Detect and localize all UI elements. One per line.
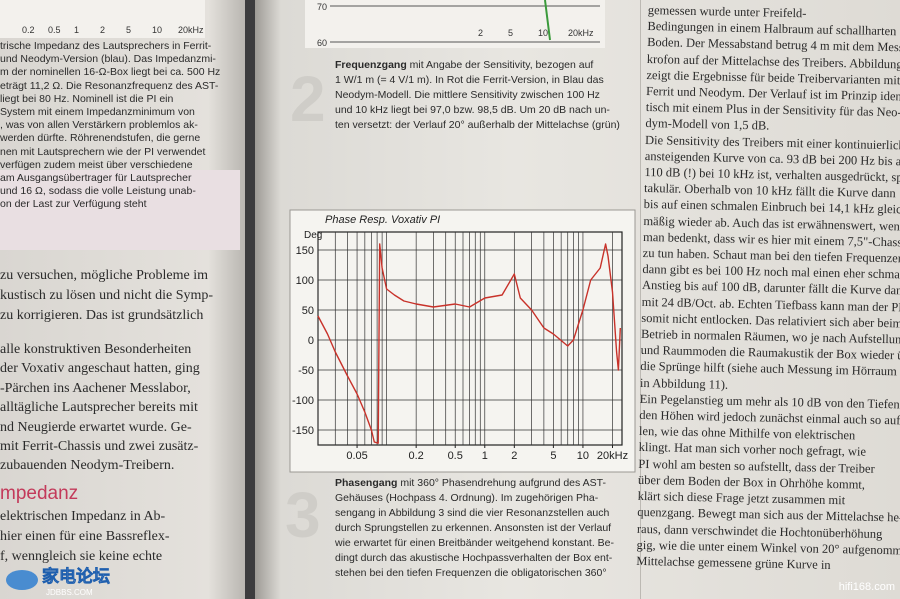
- left-page: [0, 0, 245, 599]
- text-line: Frequenzgang mit Angabe der Sensitivity,…: [335, 58, 620, 73]
- x-tick-label: 5: [508, 28, 513, 38]
- section-heading: mpedanz: [0, 483, 79, 504]
- text-line: f, wenngleich sie keine echte: [0, 549, 163, 564]
- body-text: alle konstruktiven Besonderheiten der Vox…: [0, 340, 200, 476]
- text-line: nd Neugierde erwartet wurde. Ge-: [0, 419, 192, 435]
- y-tick-label: 70: [317, 2, 327, 12]
- caption-lead: Frequenzgang: [335, 59, 407, 71]
- text-line: eträgt 11,2 Ω. Die Resonanzfrequenz des …: [0, 79, 219, 92]
- y-axis-label: Deg: [304, 230, 322, 241]
- text-line: zubauenden Neodym-Treibern.: [0, 458, 175, 474]
- column-rule: [640, 0, 641, 599]
- text-line: mit Angabe der Sensitivity, bezogen auf: [406, 59, 594, 71]
- axis-label: 2: [100, 25, 105, 35]
- y-tick-label: -100: [292, 395, 314, 407]
- x-tick-label: 0.2: [409, 450, 424, 462]
- text-line: durch Sprungstellen zu erkennen. Ansonst…: [335, 522, 612, 534]
- text-line: Phasengang mit 360° Phasendrehung aufgru…: [335, 476, 614, 491]
- text-line: -Pärchen ins Aachener Messlabor,: [0, 380, 191, 396]
- text-line: , was von allen Verstärkern problemlos a…: [0, 119, 198, 132]
- text-line: zu korrigieren. Das ist grundsätzlich: [0, 308, 204, 323]
- x-tick-label: 5: [550, 450, 556, 462]
- caption-lead: Phasengang: [335, 477, 398, 489]
- text-line: on der Last zur Verfügung steht: [0, 198, 147, 211]
- watermark: 家电论坛: [42, 566, 110, 586]
- figure-number: 2: [290, 63, 326, 135]
- axis-label: 5: [126, 25, 131, 35]
- text-line: und Neodym-Version (blau). Das Impedanzm…: [0, 53, 216, 66]
- watermark-logo: [6, 570, 38, 590]
- y-tick-label: 50: [302, 305, 314, 317]
- figure-1-box: [0, 0, 205, 38]
- figure-caption: Phasengang mit 360° Phasendrehung aufgru…: [335, 476, 614, 581]
- text-line: mit Ferrit-Chassis und zwei zusätz-: [0, 439, 199, 455]
- text-line: und 10 kHz liegt bei 97,0 bzw. 98,5 dB. …: [335, 104, 610, 116]
- axis-label: 0.2: [22, 25, 35, 35]
- text-line: ten versetzt: der Verlauf 20° außerhalb …: [335, 119, 620, 131]
- text-line: zu versuchen, mögliche Probleme im: [0, 268, 208, 283]
- x-tick-label: 20kHz: [597, 450, 628, 462]
- y-tick-label: -150: [292, 425, 314, 437]
- body-text: gemessen wurde unter Freifeld- Bedingunge…: [636, 2, 900, 575]
- y-tick-label: 100: [296, 275, 314, 287]
- axis-label: 20kHz: [178, 25, 204, 35]
- text-line: liegt bei 80 Hz. Nominell ist die PI ein: [0, 92, 174, 105]
- y-tick-label: 150: [296, 245, 314, 257]
- text-line: sengang in Abbildung 3 sind die vier Res…: [335, 507, 610, 519]
- caption: trische Impedanz des Lautsprechers in Fe…: [0, 40, 220, 212]
- text-line: hier einen für eine Bassreflex-: [0, 529, 170, 544]
- text-line: alle konstruktiven Besonderheiten: [0, 342, 192, 357]
- text-line: der Voxativ angeschaut hatten, ging: [0, 361, 200, 377]
- axis-label: 0.5: [48, 25, 61, 35]
- text-line: verfügen zudem meist über verschiedene: [0, 158, 193, 171]
- caption-band: [0, 170, 240, 250]
- y-tick-label: 0: [308, 335, 314, 347]
- x-tick-label: 1: [482, 450, 488, 462]
- y-tick-label: -50: [298, 365, 314, 377]
- x-tick-label: 10: [538, 28, 548, 38]
- text-line: System mit einem Impedanzminimum von: [0, 106, 195, 119]
- text-line: elektrischen Impedanz in Ab-: [0, 509, 166, 524]
- text-line: 1 W/1 m (= 4 V/1 m). In Rot die Ferrit-V…: [335, 74, 604, 86]
- watermark: hifi168.com: [839, 581, 895, 593]
- text-line: wie erwartet für einen Breitbänder weitg…: [335, 537, 614, 549]
- text-line: stehen bei den tiefen Frequenzen die obl…: [335, 567, 607, 579]
- body-text: zu versuchen, mögliche Probleme im kustis…: [0, 266, 213, 326]
- text-line: am Ausgangsübertrager für Lautsprecher: [0, 172, 192, 185]
- axis-label: 1: [74, 25, 79, 35]
- figure-2-box: [305, 0, 605, 48]
- x-tick-label: 0.05: [346, 450, 367, 462]
- phase-line: [317, 243, 621, 444]
- text-line: dingt durch das akustische Hochpassverha…: [335, 552, 613, 564]
- text-line: Neodym-Modell. Die mittlere Sensitivity …: [335, 89, 600, 101]
- y-tick-label: 60: [317, 38, 327, 48]
- x-tick-label: 10: [577, 450, 589, 462]
- figure-2-curve: [544, 0, 551, 41]
- x-tick-label: 2: [478, 28, 483, 38]
- text-line: alltägliche Lautsprecher bereits mit: [0, 400, 198, 416]
- text-line: werden dürfte. Röhrenendstufen, die gern…: [0, 132, 201, 145]
- body-text: elektrischen Impedanz in Ab-hier einen f…: [0, 507, 169, 567]
- axis-label: 10: [152, 25, 162, 35]
- text-line: und 16 Ω, sodass die volle Leistung unab…: [0, 185, 196, 198]
- text-line: kustisch zu lösen und nicht die Symp-: [0, 288, 214, 303]
- text-line: trische Impedanz des Lautsprechers in Fe…: [0, 40, 212, 52]
- x-tick-label: 20kHz: [568, 28, 594, 38]
- chart-title: Phase Resp. Voxativ PI: [325, 214, 440, 226]
- x-tick-label: 2: [511, 450, 517, 462]
- figure-caption: Frequenzgang mit Angabe der Sensitivity,…: [335, 58, 620, 133]
- figure-number: 3: [285, 479, 321, 551]
- x-tick-label: 0.5: [448, 450, 463, 462]
- watermark: JDBBS.COM: [46, 588, 93, 597]
- text-line: nen mit Lautsprechern wie der PI verwend…: [0, 145, 206, 158]
- text-line: m der nominellen 16-Ω-Box liegt bei ca. …: [0, 66, 221, 79]
- text-line: mit 360° Phasendrehung aufgrund des AST-: [397, 477, 606, 489]
- text-line: Gehäuses (Hochpass 4. Ordnung). Im zugeh…: [335, 492, 599, 504]
